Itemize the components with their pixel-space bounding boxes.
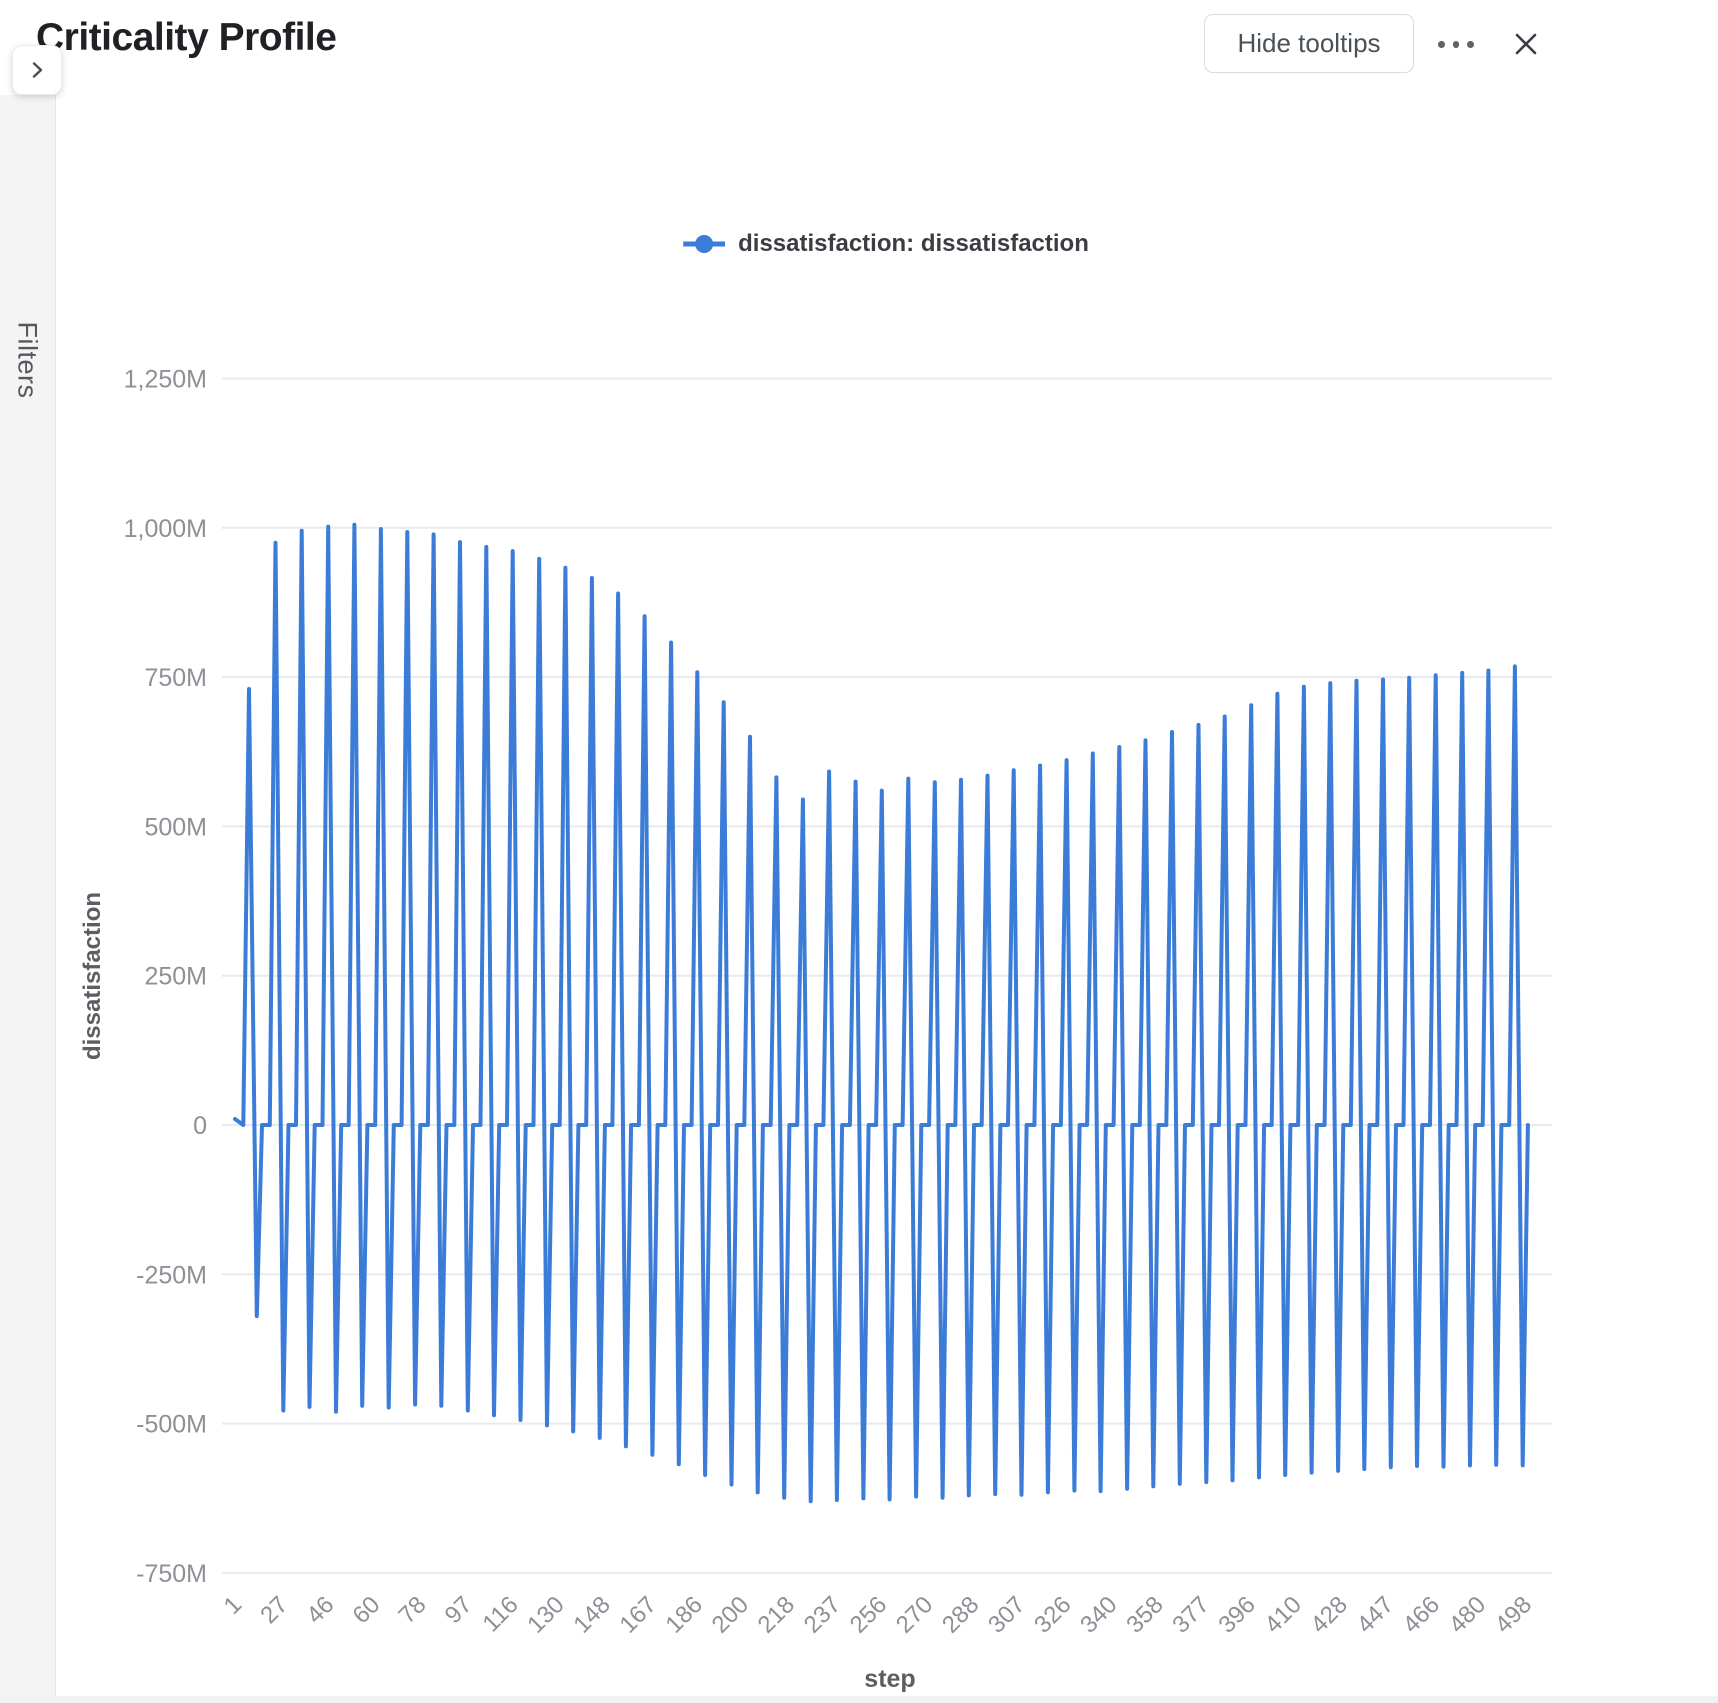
svg-text:78: 78 [394, 1591, 432, 1629]
svg-text:428: 428 [1306, 1591, 1353, 1638]
svg-text:-500M: -500M [136, 1411, 207, 1439]
svg-text:27: 27 [255, 1591, 293, 1629]
svg-text:326: 326 [1029, 1591, 1076, 1638]
svg-text:396: 396 [1213, 1591, 1260, 1638]
page-title: Criticality Profile [36, 16, 337, 59]
more-options-icon[interactable] [1432, 26, 1480, 62]
svg-text:288: 288 [937, 1591, 984, 1638]
legend-marker-icon [683, 235, 726, 253]
svg-text:200: 200 [707, 1591, 754, 1638]
svg-text:256: 256 [845, 1591, 892, 1638]
svg-text:218: 218 [753, 1591, 800, 1638]
svg-text:46: 46 [301, 1591, 339, 1629]
svg-text:466: 466 [1398, 1591, 1445, 1638]
svg-text:167: 167 [614, 1591, 661, 1638]
series-line-dissatisfaction [233, 522, 1530, 1504]
svg-text:130: 130 [522, 1591, 569, 1638]
svg-text:447: 447 [1352, 1591, 1399, 1638]
chevron-right-icon [32, 62, 43, 78]
panel-header: Criticality Profile Hide tooltips [0, 0, 1718, 95]
svg-text:340: 340 [1075, 1591, 1122, 1638]
svg-text:250M: 250M [144, 963, 207, 991]
svg-text:358: 358 [1121, 1591, 1168, 1638]
svg-text:60: 60 [347, 1591, 385, 1629]
svg-text:116: 116 [478, 1591, 524, 1637]
svg-text:498: 498 [1490, 1591, 1537, 1638]
close-icon[interactable] [1506, 26, 1546, 62]
svg-text:307: 307 [983, 1591, 1030, 1638]
svg-text:1,000M: 1,000M [124, 515, 207, 543]
svg-text:0: 0 [193, 1112, 207, 1140]
svg-text:186: 186 [661, 1591, 708, 1638]
svg-text:148: 148 [568, 1591, 615, 1638]
filters-sidebar: Filters [0, 95, 56, 1703]
legend-item-dissatisfaction[interactable]: dissatisfaction: dissatisfaction [683, 230, 1089, 258]
svg-text:410: 410 [1259, 1591, 1306, 1638]
y-axis-title: dissatisfaction [79, 892, 106, 1060]
hide-tooltips-button[interactable]: Hide tooltips [1204, 14, 1414, 73]
svg-text:377: 377 [1167, 1591, 1214, 1638]
filters-label: Filters [12, 321, 43, 399]
svg-text:500M: 500M [144, 813, 207, 841]
svg-text:1: 1 [219, 1591, 248, 1620]
svg-text:750M: 750M [144, 664, 207, 692]
svg-text:480: 480 [1444, 1591, 1491, 1638]
legend-label: dissatisfaction: dissatisfaction [738, 230, 1089, 257]
svg-text:1,250M: 1,250M [124, 366, 207, 394]
x-axis-title: step [864, 1665, 915, 1693]
svg-text:-750M: -750M [136, 1560, 207, 1588]
svg-text:237: 237 [799, 1591, 846, 1638]
svg-text:97: 97 [440, 1591, 478, 1629]
svg-text:-250M: -250M [136, 1261, 207, 1289]
y-axis-tick-labels: 1,250M 1,000M 750M 500M 250M 0 -250M -500M -750M [124, 366, 207, 1588]
expand-filters-button[interactable] [12, 45, 62, 95]
panel-bottom-edge [0, 1696, 1718, 1703]
svg-text:270: 270 [891, 1591, 938, 1638]
x-axis-tick-labels: 1 27 46 60 78 97 11613014816718620021823725627… [219, 1591, 1538, 1638]
